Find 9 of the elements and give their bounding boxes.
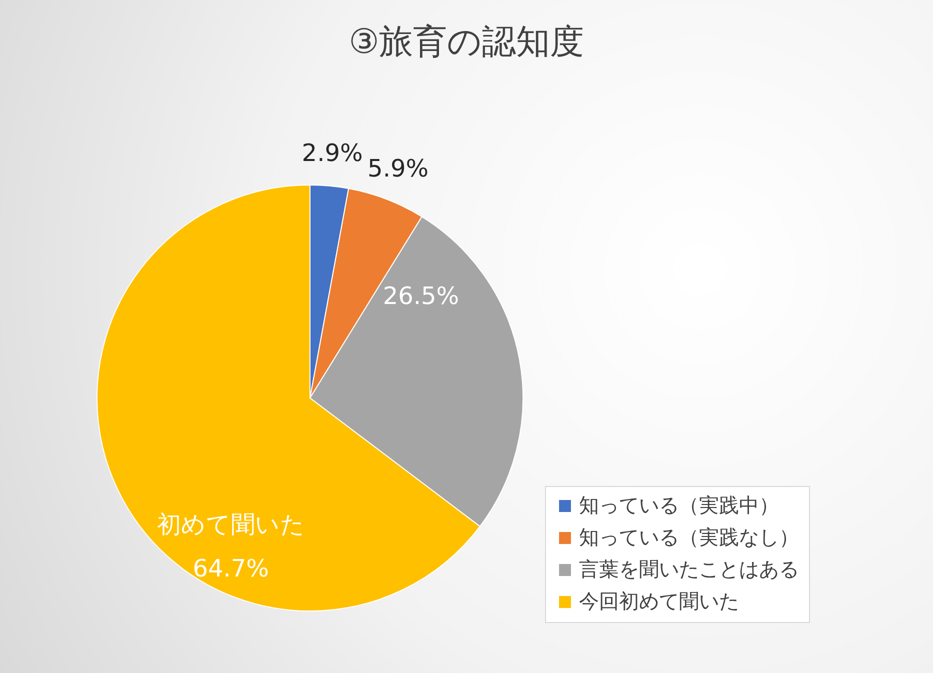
chart-title: ③旅育の認知度 bbox=[348, 22, 584, 62]
data-label: 初めて聞いた 64.7% bbox=[156, 510, 305, 582]
data-label: 2.9% bbox=[302, 139, 363, 168]
data-label: 5.9% bbox=[368, 154, 429, 182]
legend-label: 今回初めて聞いた bbox=[579, 589, 739, 613]
legend-label: 言葉を聞いたことはある bbox=[579, 557, 799, 581]
data-label: 26.5% bbox=[382, 282, 460, 310]
legend-label: 知っている（実践なし） bbox=[579, 525, 799, 549]
legend-label: 知っている（実践中） bbox=[579, 493, 779, 517]
